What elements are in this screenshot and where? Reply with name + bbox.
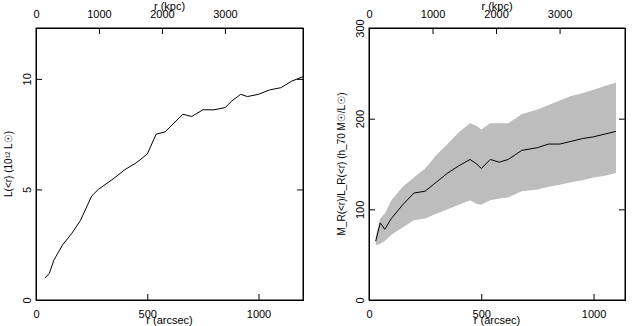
tick-label: 200 xyxy=(354,110,366,128)
tick: 1000 xyxy=(247,294,271,320)
x-axis-title: r (arcsec) xyxy=(146,314,192,326)
y-axis-mirror xyxy=(297,29,304,301)
axis-line xyxy=(297,29,304,301)
data-line xyxy=(45,77,303,278)
tick xyxy=(297,300,303,301)
tick-mark xyxy=(297,79,303,80)
plot-area xyxy=(45,77,303,278)
tick: 200 xyxy=(354,110,375,128)
tick-label: 0 xyxy=(354,297,366,303)
tick: 1000 xyxy=(582,294,606,320)
tick: 300 xyxy=(354,19,375,37)
tick-mark xyxy=(560,28,561,34)
data-line xyxy=(376,131,616,241)
x-axis-title: r (arcsec) xyxy=(474,314,520,326)
error-band xyxy=(376,82,616,245)
tick: 10 xyxy=(21,73,42,85)
tick-mark xyxy=(369,28,375,29)
tick-label: 100 xyxy=(354,201,366,219)
tick xyxy=(619,300,625,301)
tick-mark xyxy=(99,28,100,34)
tick-label: 0 xyxy=(33,308,39,320)
tick-label: 0 xyxy=(33,8,39,20)
tick-label: 0 xyxy=(366,8,372,20)
axis-line xyxy=(37,29,43,301)
panel: 0500100001000200030000510r (arcsec)r (kp… xyxy=(3,0,304,326)
tick: 0 xyxy=(354,297,375,303)
tick xyxy=(619,119,625,120)
axis-line xyxy=(370,29,376,301)
plot-frame xyxy=(369,28,625,300)
tick-mark xyxy=(369,119,375,120)
tick-mark xyxy=(36,300,42,301)
tick-mark xyxy=(369,209,375,210)
tick-label: 3000 xyxy=(548,8,572,20)
tick: 100 xyxy=(354,201,375,219)
tick: 3000 xyxy=(213,8,237,34)
tick-label: 1000 xyxy=(421,8,445,20)
tick-mark xyxy=(297,300,303,301)
tick-mark xyxy=(619,119,625,120)
tick-label: 10 xyxy=(21,73,33,85)
tick-mark xyxy=(162,28,163,34)
x2-axis-title: r (kpc) xyxy=(481,0,512,12)
figure: 0500100001000200030000510r (arcsec)r (kp… xyxy=(0,0,634,326)
tick xyxy=(297,79,303,80)
plot-area xyxy=(376,82,616,245)
y-axis-title: M_R(<r)/L_R(<r) (h_70 M☉/L☉) xyxy=(336,93,347,236)
tick-label: 0 xyxy=(366,308,372,320)
tick-label: 1000 xyxy=(247,308,271,320)
tick xyxy=(297,189,303,190)
tick-mark xyxy=(225,28,226,34)
tick-mark xyxy=(594,294,595,300)
tick: 1000 xyxy=(87,8,111,34)
tick: 5 xyxy=(21,187,42,193)
tick-mark xyxy=(496,28,497,34)
tick-mark xyxy=(619,28,625,29)
tick xyxy=(619,28,625,29)
tick-mark xyxy=(259,294,260,300)
tick-mark xyxy=(36,79,42,80)
plot-frame xyxy=(36,28,303,300)
axis-line xyxy=(619,29,626,301)
axis-line xyxy=(370,294,626,301)
y-axis-mirror xyxy=(619,29,626,301)
tick-label: 5 xyxy=(21,187,33,193)
tick: 1000 xyxy=(421,8,445,34)
y-axis: 0 5 10 xyxy=(21,29,42,304)
tick-mark xyxy=(619,209,625,210)
tick xyxy=(619,209,625,210)
tick-mark xyxy=(369,300,375,301)
panel: 0500100001000200030000100200300r (arcsec… xyxy=(336,0,626,326)
tick: 0 xyxy=(21,297,42,303)
y-axis: 0 100 200 300 xyxy=(354,19,375,303)
tick-mark xyxy=(619,300,625,301)
tick: 3000 xyxy=(548,8,572,34)
tick-label: 0 xyxy=(21,297,33,303)
tick-mark xyxy=(36,189,42,190)
tick-label: 1000 xyxy=(87,8,111,20)
y-axis-title: L(<r) (10¹² L☉) xyxy=(3,131,14,197)
tick-mark xyxy=(481,294,482,300)
tick-label: 300 xyxy=(354,19,366,37)
tick-label: 1000 xyxy=(582,308,606,320)
x2-axis-title: r (kpc) xyxy=(154,0,185,12)
axis-line xyxy=(37,29,304,35)
tick-mark xyxy=(433,28,434,34)
axis-line xyxy=(37,294,304,301)
tick-mark xyxy=(147,294,148,300)
axis-line xyxy=(370,29,626,35)
tick-label: 3000 xyxy=(213,8,237,20)
tick-mark xyxy=(297,189,303,190)
